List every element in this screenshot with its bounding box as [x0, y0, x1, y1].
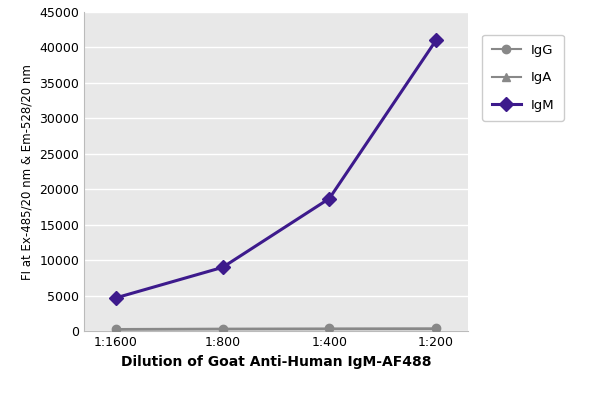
IgA — [433, 327, 440, 332]
IgM — [112, 295, 119, 300]
IgG — [219, 326, 226, 331]
Y-axis label: FI at Ex-485/20 nm & Em-528/20 nm: FI at Ex-485/20 nm & Em-528/20 nm — [21, 63, 34, 280]
Line: IgM: IgM — [111, 36, 441, 303]
IgM — [433, 38, 440, 43]
IgG — [433, 326, 440, 331]
Line: IgA: IgA — [112, 325, 440, 334]
IgA — [219, 327, 226, 332]
Legend: IgG, IgA, IgM: IgG, IgA, IgM — [482, 35, 564, 121]
IgA — [326, 327, 333, 332]
IgG — [112, 327, 119, 332]
IgA — [112, 327, 119, 332]
IgM — [326, 196, 333, 201]
Line: IgG: IgG — [112, 324, 440, 333]
IgG — [326, 326, 333, 331]
X-axis label: Dilution of Goat Anti-Human IgM-AF488: Dilution of Goat Anti-Human IgM-AF488 — [121, 355, 431, 369]
IgM — [219, 265, 226, 270]
